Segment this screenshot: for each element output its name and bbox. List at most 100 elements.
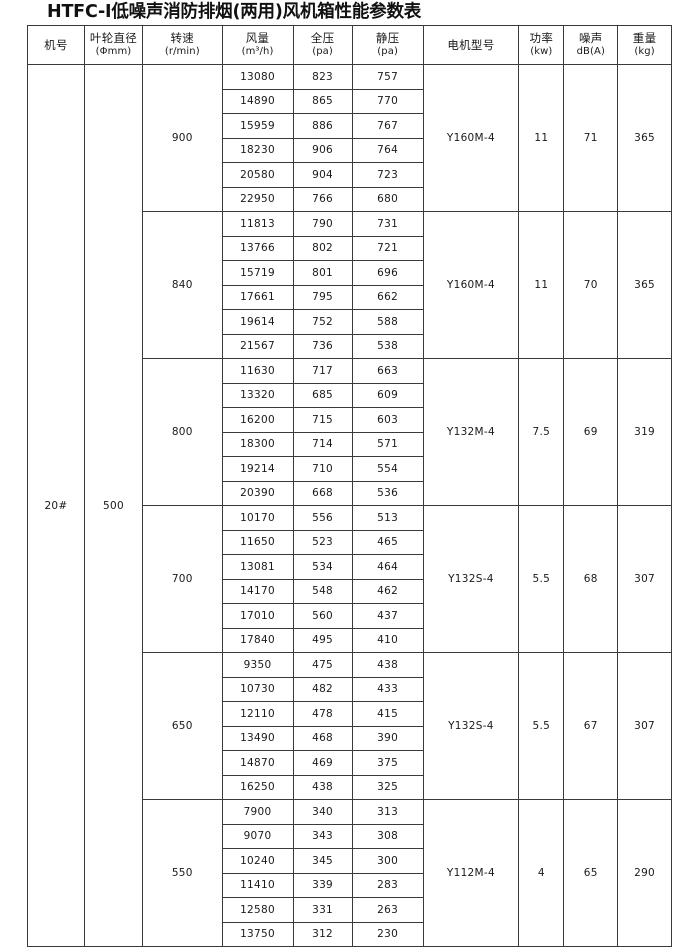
col-header-label: 机号 (44, 37, 68, 52)
cell-total-pressure: 904 (292, 162, 353, 188)
cell-airflow: 13490 (221, 725, 294, 751)
cell-static-pressure: 325 (351, 774, 424, 800)
cell-total-pressure: 795 (292, 284, 353, 310)
cell-static-pressure: 464 (351, 554, 424, 580)
cell-noise: 71 (563, 64, 619, 212)
cell-static-pressure: 767 (351, 113, 424, 139)
col-header-unit: (pa) (312, 46, 333, 57)
cell-speed: 900 (142, 64, 223, 212)
cell-airflow: 10730 (221, 676, 294, 702)
cell-static-pressure: 603 (351, 407, 424, 433)
cell-total-pressure: 752 (292, 309, 353, 335)
cell-total-pressure: 668 (292, 480, 353, 506)
cell-power: 11 (518, 64, 565, 212)
cell-static-pressure: 462 (351, 578, 424, 604)
cell-static-pressure: 438 (351, 652, 424, 678)
cell-static-pressure: 588 (351, 309, 424, 335)
cell-airflow: 16250 (221, 774, 294, 800)
table-row: 14890 865 770 (28, 88, 672, 114)
cell-airflow: 14890 (221, 88, 294, 114)
cell-static-pressure: 696 (351, 260, 424, 286)
page-title: HTFC-Ⅰ低噪声消防排烟(两用)风机箱性能参数表 (47, 2, 422, 22)
cell-static-pressure: 465 (351, 529, 424, 555)
cell-airflow: 20390 (221, 480, 294, 506)
cell-airflow: 13081 (221, 554, 294, 580)
table-row: 19214 710 554 (28, 456, 672, 482)
col-header-power: 功率 (kw) (518, 25, 565, 65)
cell-total-pressure: 312 (292, 921, 353, 947)
cell-total-pressure: 766 (292, 186, 353, 212)
table-row: 17840 495 410 (28, 627, 672, 653)
table-row: 19614 752 588 (28, 309, 672, 335)
cell-noise: 68 (563, 505, 619, 653)
col-header-airflow: 风量 (m³/h) (221, 25, 294, 65)
cell-airflow: 17661 (221, 284, 294, 310)
cell-airflow: 9070 (221, 823, 294, 849)
table-row: 17661 795 662 (28, 284, 672, 310)
cell-static-pressure: 313 (351, 799, 424, 825)
cell-total-pressure: 715 (292, 407, 353, 433)
col-header-impeller-dia: 叶轮直径 (Φmm) (83, 25, 144, 65)
cell-speed: 800 (142, 358, 223, 506)
table-row: 12580 331 263 (28, 897, 672, 923)
cell-static-pressure: 415 (351, 701, 424, 727)
cell-airflow: 18300 (221, 431, 294, 457)
table-row: 20# 500 900 13080 823 757 Y160M-4 11 71 365 (27, 64, 672, 947)
cell-noise: 67 (563, 652, 619, 800)
cell-total-pressure: 714 (292, 431, 353, 457)
table-row: 16200 715 603 (28, 407, 672, 433)
cell-speed: 650 (142, 652, 223, 800)
table-row: 12110 478 415 (28, 701, 672, 727)
cell-total-pressure: 886 (292, 113, 353, 139)
cell-airflow: 17840 (221, 627, 294, 653)
col-header-static-pressure: 静压 (pa) (351, 25, 424, 65)
cell-power: 5.5 (518, 652, 565, 800)
cell-total-pressure: 438 (292, 774, 353, 800)
cell-total-pressure: 736 (292, 333, 353, 359)
cell-total-pressure: 790 (292, 211, 353, 237)
cell-airflow: 15719 (221, 260, 294, 286)
table-row: 800 11630 717 663 Y132M-4 7.5 69 319 (28, 358, 672, 506)
cell-motor-model: Y160M-4 (422, 211, 520, 359)
cell-weight: 319 (617, 358, 672, 506)
cell-total-pressure: 343 (292, 823, 353, 849)
cell-static-pressure: 554 (351, 456, 424, 482)
cell-static-pressure: 723 (351, 162, 424, 188)
cell-static-pressure: 731 (351, 211, 424, 237)
cell-airflow: 19614 (221, 309, 294, 335)
table-row: 650 9350 475 438 Y132S-4 5.5 67 307 (28, 652, 672, 800)
cell-total-pressure: 495 (292, 627, 353, 653)
cell-airflow: 11410 (221, 872, 294, 898)
cell-static-pressure: 513 (351, 505, 424, 531)
cell-power: 7.5 (518, 358, 565, 506)
cell-static-pressure: 375 (351, 750, 424, 776)
cell-static-pressure: 770 (351, 88, 424, 114)
table-row: 22950 766 680 (28, 186, 672, 212)
cell-airflow: 15959 (221, 113, 294, 139)
cell-airflow: 21567 (221, 333, 294, 359)
cell-speed: 550 (142, 799, 223, 947)
cell-total-pressure: 478 (292, 701, 353, 727)
col-header-model-no: 机号 (27, 25, 85, 65)
col-header-label: 静压 (375, 31, 400, 45)
cell-static-pressure: 609 (351, 382, 424, 408)
cell-airflow: 17010 (221, 603, 294, 629)
cell-power: 11 (518, 211, 565, 359)
col-header-unit: dB(A) (576, 46, 605, 57)
cell-airflow: 14870 (221, 750, 294, 776)
cell-noise: 69 (563, 358, 619, 506)
cell-total-pressure: 717 (292, 358, 353, 384)
cell-total-pressure: 482 (292, 676, 353, 702)
cell-total-pressure: 340 (292, 799, 353, 825)
cell-airflow: 13320 (221, 382, 294, 408)
cell-airflow: 11630 (221, 358, 294, 384)
cell-static-pressure: 757 (351, 64, 424, 90)
table-row: 18230 906 764 (28, 137, 672, 163)
table-body: 20# 500 900 13080 823 757 Y160M-4 11 71 365 14890 8… (27, 64, 672, 947)
cell-static-pressure: 663 (351, 358, 424, 384)
table-row: 11410 339 283 (28, 872, 672, 898)
cell-static-pressure: 390 (351, 725, 424, 751)
page-root: HTFC-Ⅰ低噪声消防排烟(两用)风机箱性能参数表 机号 叶轮直径 (Φmm) 转速(… (27, 2, 672, 947)
col-header-weight: 重量 (kg) (617, 25, 672, 65)
cell-airflow: 14170 (221, 578, 294, 604)
